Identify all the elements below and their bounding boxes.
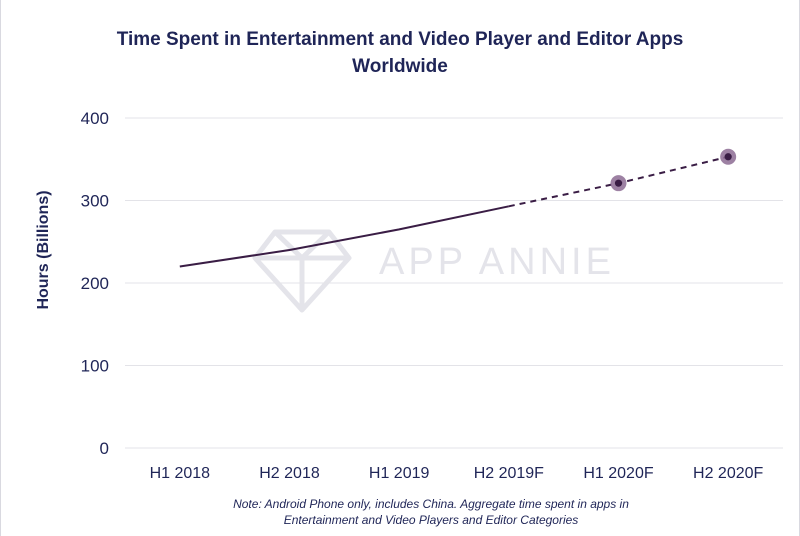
y-axis-label: Hours (Billions): [35, 190, 52, 309]
watermark-logo: APP ANNIE: [252, 229, 615, 313]
y-tick-label-300: 300: [81, 192, 109, 211]
y-tick-label-400: 400: [81, 109, 109, 128]
series-layer: [179, 148, 737, 268]
x-tick-label-4: H1 2020F: [583, 465, 653, 482]
chart-note-line-2: Entertainment and Video Players and Edit…: [284, 513, 579, 527]
x-tick-labels: H1 2018 H2 2018 H1 2019 H2 2019F H1 2020F H2 …: [150, 465, 764, 482]
y-tick-label-200: 200: [81, 274, 109, 293]
x-tick-label-2: H1 2019: [369, 465, 430, 482]
watermark-text: APP ANNIE: [379, 241, 615, 283]
data-point-5: [724, 153, 732, 161]
x-tick-label-5: H2 2020F: [693, 465, 763, 482]
x-tick-label-1: H2 2018: [259, 465, 320, 482]
diamond-icon: [252, 229, 352, 313]
data-point-4: [614, 179, 623, 187]
y-tick-label-0: 0: [100, 439, 109, 458]
chart-note-line-1: Note: Android Phone only, includes China…: [233, 497, 629, 511]
y-tick-labels: 0 100 200 300 400: [81, 109, 109, 458]
x-tick-label-3: H2 2019F: [474, 465, 544, 482]
y-tick-label-100: 100: [81, 357, 109, 376]
series-line-actual: [179, 205, 510, 268]
x-tick-label-0: H1 2018: [150, 465, 211, 482]
grid-layer: [125, 117, 783, 449]
chart-title-line-2: Worldwide: [352, 56, 448, 77]
chart-title-line-1: Time Spent in Entertainment and Video Pl…: [117, 29, 684, 50]
